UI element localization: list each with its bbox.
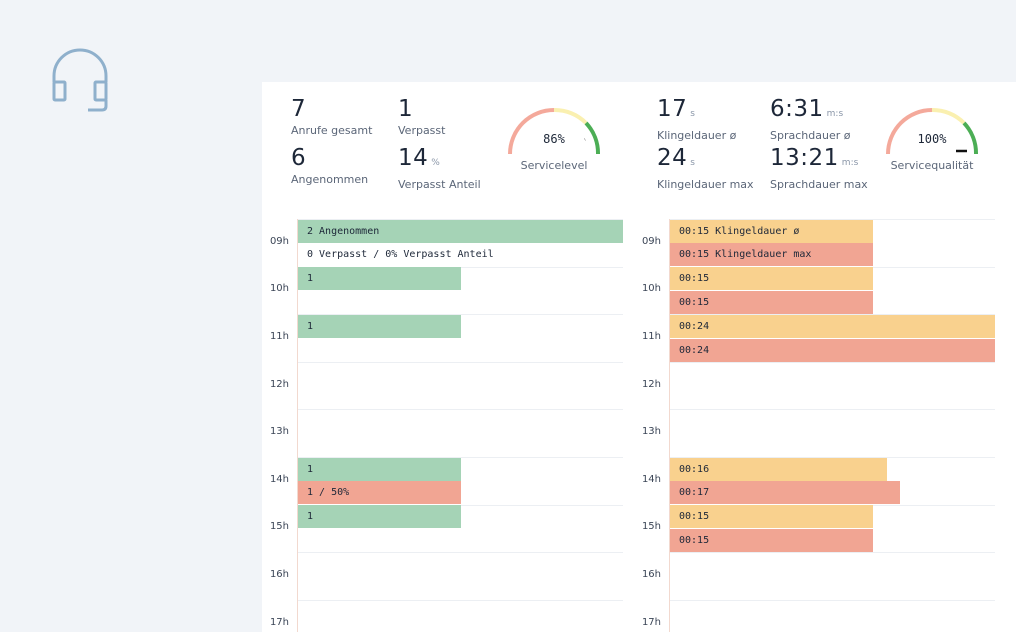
gauge-servicelevel-label: Servicelevel (520, 159, 588, 172)
duration-bar[interactable]: 00:15 Klingeldauer max (670, 243, 873, 267)
duration-gridline (670, 599, 995, 601)
calls-bar[interactable]: 1 (298, 505, 461, 529)
calls-hour-label: 14h (269, 473, 289, 485)
duration-axis-line (669, 219, 670, 632)
calls-hour-label: 12h (269, 378, 289, 390)
gauge-servicequalitaet-arc (886, 107, 979, 155)
duration-bar[interactable]: 00:15 Klingeldauer ø (670, 219, 873, 243)
duration-bar[interactable]: 00:15 (670, 528, 873, 552)
duration-hour-label: 16h (641, 569, 661, 580)
calls-hour-label: 10h (269, 283, 289, 295)
duration-bar[interactable]: 00:17 (670, 481, 900, 505)
duration-bar[interactable]: 00:15 (670, 505, 873, 529)
duration-gridline (670, 552, 995, 554)
calls-bar[interactable]: 1 (298, 457, 461, 481)
calls-bar[interactable]: 1 (298, 267, 461, 291)
calls-hour-label: 11h (269, 331, 289, 342)
kpi-sprachdauer-avg: 6:31 m:s Sprachdauer ø (770, 96, 851, 142)
calls-gridline (298, 599, 623, 601)
kpi-verpasst-anteil: 14% Verpasst Anteil (398, 145, 481, 191)
duration-bar[interactable]: 00:15 (670, 267, 873, 291)
calls-gridline (298, 361, 623, 363)
kpi-klingeldauer-avg: 17 s Klingeldauer ø (657, 96, 737, 142)
calls-hour-label: 09h (269, 235, 289, 247)
duration-hour-label: 09h (641, 235, 661, 247)
dashboard-card: 7 Anrufe gesamt 1 Verpasst 6 Angenommen … (262, 82, 1016, 632)
gauge-servicequalitaet-value: 100% (917, 132, 947, 146)
calls-bar[interactable]: 1 (298, 314, 461, 338)
calls-hour-label: 15h (269, 521, 289, 533)
gauge-servicelevel-value: 86% (543, 132, 565, 146)
duration-bar[interactable]: 00:15 (670, 290, 873, 314)
kpi-sprachdauer-max: 13:21 m:s Sprachdauer max (770, 145, 868, 191)
duration-bar[interactable]: 00:24 (670, 314, 995, 338)
gauge-servicequalitaet: 100% Servicequalität (880, 102, 984, 192)
calls-gridline (298, 552, 623, 554)
calls-hour-label: 16h (269, 569, 289, 580)
calls-hour-label: 17h (269, 616, 289, 628)
calls-bar[interactable]: 0 Verpasst / 0% Verpasst Anteil (307, 249, 494, 261)
headset-icon (52, 48, 108, 112)
kpi-verpasst: 1 Verpasst (398, 96, 446, 137)
duration-gridline (670, 409, 995, 411)
duration-bar[interactable]: 00:24 (670, 338, 995, 362)
gauge-servicequalitaet-label: Servicequalität (890, 159, 974, 172)
gauge-servicelevel-arc (508, 107, 601, 155)
calls-gridline (298, 409, 623, 411)
duration-bar[interactable]: 00:16 (670, 457, 887, 481)
duration-hour-label: 17h (641, 616, 661, 628)
duration-hour-label: 14h (641, 473, 661, 485)
duration-hour-label: 13h (641, 426, 661, 438)
duration-hour-label: 10h (641, 283, 661, 295)
gauge-servicelevel: 86% Servicelevel (502, 102, 606, 192)
calls-axis-line (297, 219, 298, 632)
kpi-klingeldauer-max: 24 s Klingeldauer max (657, 145, 754, 191)
duration-hour-label: 15h (641, 521, 661, 533)
calls-bar[interactable]: 2 Angenommen (298, 219, 623, 243)
calls-per-hour-chart: 09h 10h 11h 12h 13h 14h 15h 16h 17h 2 Angenommen 0… (262, 82, 632, 632)
duration-gridline (670, 361, 995, 363)
kpi-anrufe-gesamt: 7 Anrufe gesamt (291, 96, 373, 137)
calls-bar[interactable]: 1 / 50% (298, 481, 461, 505)
calls-hour-label: 13h (269, 426, 289, 438)
duration-per-hour-chart: 09h 10h 11h 12h 13h 14h 15h 16h 17h 00:15 Klingel… (634, 82, 1016, 632)
duration-hour-label: 11h (641, 331, 661, 342)
duration-hour-label: 12h (641, 378, 661, 390)
kpi-angenommen: 6 Angenommen (291, 145, 369, 186)
